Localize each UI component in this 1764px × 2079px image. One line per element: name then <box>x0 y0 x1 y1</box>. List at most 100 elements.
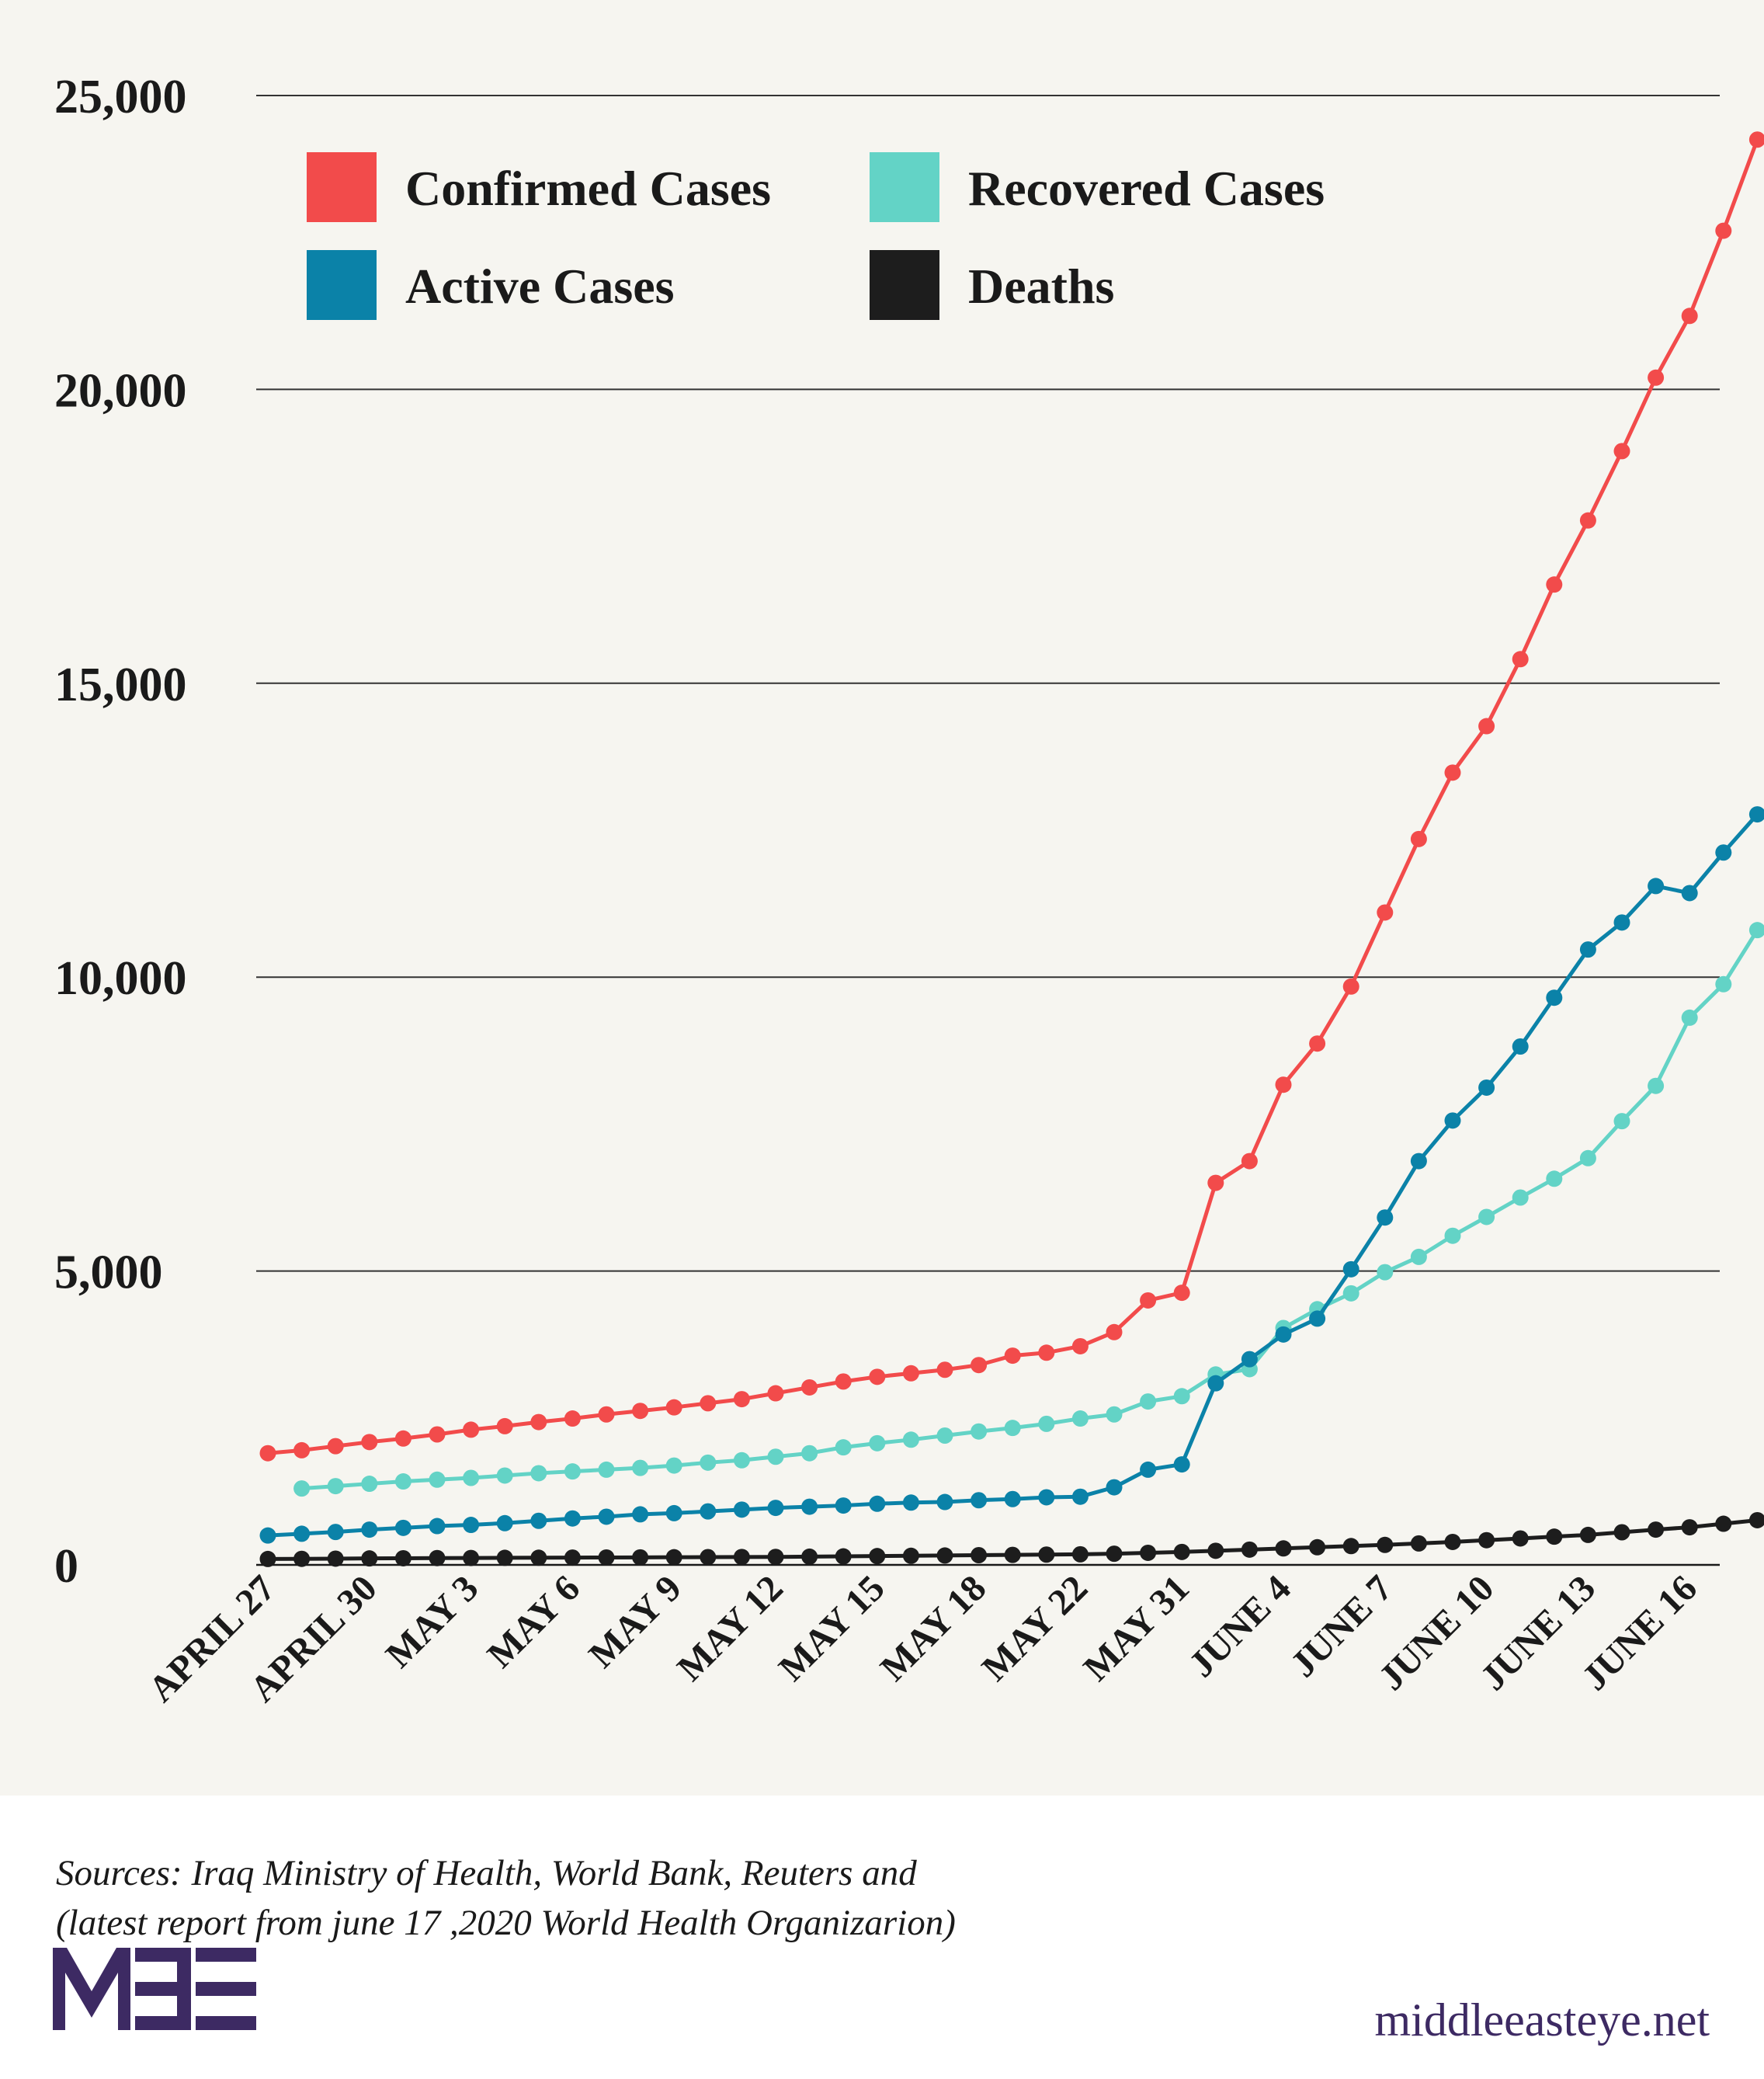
data-point <box>1004 1420 1021 1437</box>
data-point <box>1478 1079 1495 1096</box>
data-point <box>1173 1388 1190 1405</box>
data-point <box>1444 1533 1461 1550</box>
data-point <box>496 1417 513 1434</box>
data-point <box>1715 1515 1732 1532</box>
legend-label: Recovered Cases <box>968 161 1325 216</box>
chart-panel: 0 5,000 10,000 15,000 20,000 25,000 APRIL 27 A… <box>0 0 1764 1796</box>
data-point <box>733 1501 750 1518</box>
data-point <box>1648 878 1665 895</box>
data-point <box>1478 1531 1495 1549</box>
legend-label: Active Cases <box>405 259 675 314</box>
data-point <box>361 1521 378 1538</box>
data-point <box>1207 1375 1224 1392</box>
data-point <box>259 1445 276 1462</box>
legend-item: Confirmed Cases <box>307 152 771 222</box>
data-point <box>835 1497 852 1514</box>
data-point <box>1241 1351 1258 1368</box>
data-point <box>1748 806 1764 823</box>
data-point <box>429 1518 446 1535</box>
x-tick-label: MAY 31 <box>1075 1567 1197 1689</box>
data-point <box>429 1549 446 1566</box>
data-point <box>1681 1519 1698 1536</box>
data-point <box>293 1480 311 1497</box>
data-point <box>1579 941 1596 958</box>
data-point <box>429 1471 446 1488</box>
y-tick-label: 0 <box>54 1540 78 1593</box>
data-point <box>1748 1511 1764 1528</box>
data-point <box>767 1549 784 1566</box>
x-tick-label: MAY 12 <box>669 1567 791 1689</box>
data-point <box>496 1549 513 1566</box>
data-point <box>1512 1038 1529 1055</box>
data-point <box>361 1476 378 1493</box>
data-point <box>530 1465 547 1482</box>
data-point <box>598 1549 615 1566</box>
data-point <box>1106 1545 1123 1563</box>
data-point <box>1106 1323 1123 1340</box>
legend-item: Active Cases <box>307 250 675 320</box>
data-point <box>327 1478 344 1495</box>
data-point <box>1140 1292 1157 1309</box>
y-tick-label: 15,000 <box>54 659 187 711</box>
data-point <box>665 1549 682 1566</box>
data-point <box>564 1410 581 1427</box>
data-point <box>1512 651 1529 668</box>
data-point <box>835 1373 852 1390</box>
data-point <box>293 1441 311 1458</box>
data-point <box>1038 1415 1055 1432</box>
data-point <box>394 1473 411 1490</box>
data-point <box>1377 904 1394 921</box>
data-point <box>1748 922 1764 939</box>
data-point <box>1275 1540 1292 1557</box>
data-point <box>835 1439 852 1456</box>
data-point <box>598 1508 615 1525</box>
data-point <box>869 1368 886 1385</box>
data-point <box>1410 1535 1427 1552</box>
y-axis-ticks: 0 5,000 10,000 15,000 20,000 25,000 <box>54 71 187 1593</box>
data-point <box>1546 989 1563 1006</box>
data-point <box>1715 222 1732 239</box>
sources-line-1: Sources: Iraq Ministry of Health, World … <box>56 1853 917 1893</box>
data-point <box>394 1549 411 1566</box>
data-point <box>767 1385 784 1402</box>
data-point <box>1207 1542 1224 1559</box>
data-point <box>1173 1456 1190 1473</box>
data-point <box>361 1550 378 1567</box>
data-point <box>1681 1009 1698 1026</box>
x-tick-label: MAY 22 <box>974 1567 1096 1689</box>
data-point <box>429 1426 446 1443</box>
data-point <box>665 1457 682 1474</box>
series-line <box>267 138 1759 1455</box>
data-point <box>1613 1524 1630 1541</box>
data-point <box>1140 1393 1157 1410</box>
gridlines <box>256 95 1720 1566</box>
data-point <box>496 1467 513 1484</box>
legend-swatch <box>307 250 377 320</box>
data-point <box>361 1434 378 1451</box>
data-point <box>1444 1112 1461 1129</box>
data-point <box>1377 1264 1394 1281</box>
legend-item: Deaths <box>870 250 1114 320</box>
line-chart: 0 5,000 10,000 15,000 20,000 25,000 APRIL 27A… <box>54 71 1764 1710</box>
data-point <box>700 1454 717 1471</box>
data-point <box>1071 1337 1089 1354</box>
legend-swatch <box>307 152 377 222</box>
data-point <box>1038 1489 1055 1506</box>
data-point <box>327 1550 344 1567</box>
data-point <box>971 1423 988 1440</box>
data-point <box>394 1430 411 1447</box>
data-point <box>1444 764 1461 781</box>
data-point <box>733 1451 750 1469</box>
x-tick-label: MAY 18 <box>873 1567 995 1689</box>
data-point <box>1715 844 1732 861</box>
data-point <box>1140 1544 1157 1561</box>
series-recovered-cases <box>293 922 1764 1497</box>
data-point <box>1004 1490 1021 1507</box>
data-point <box>1275 1076 1292 1093</box>
data-point <box>1579 1149 1596 1166</box>
data-point <box>259 1550 276 1567</box>
data-point <box>971 1547 988 1564</box>
data-point <box>902 1431 919 1448</box>
data-point <box>1748 131 1764 148</box>
data-point <box>767 1500 784 1517</box>
